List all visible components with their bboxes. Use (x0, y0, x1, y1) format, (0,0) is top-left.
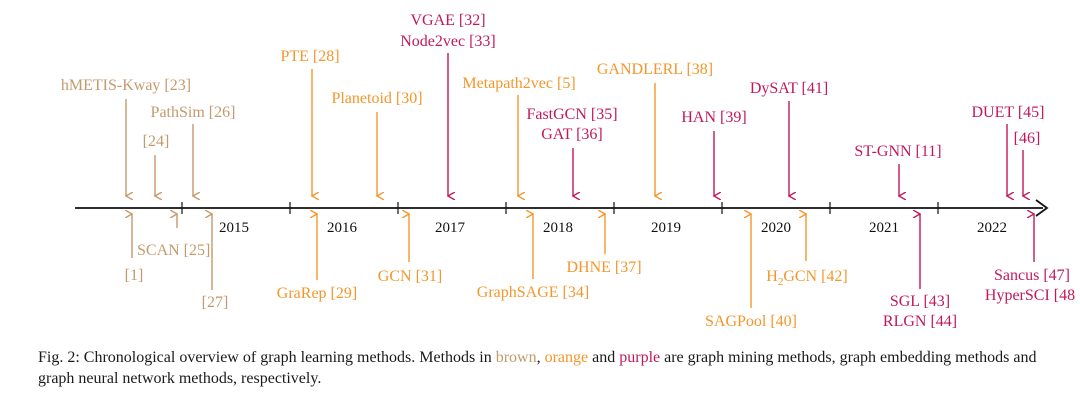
label-grarep: GraRep [29] (277, 285, 357, 302)
h2gcn-rest: GCN [42] (783, 268, 847, 285)
label-fastgcn: FastGCN [35] (526, 106, 617, 123)
year-label-2020: 2020 (761, 220, 791, 236)
label-scan: SCAN [25] (137, 242, 210, 259)
label-pte: PTE [28] (280, 48, 339, 65)
label-node2vec: Node2vec [33] (400, 33, 496, 50)
label-dhne: DHNE [37] (566, 259, 641, 276)
label-ref46: [46] (1014, 130, 1041, 147)
caption-brown: brown (495, 349, 537, 366)
label-ref24: [24] (143, 133, 170, 150)
label-sgl: SGL [43] (890, 293, 950, 310)
label-vgae: VGAE [32] (410, 12, 485, 29)
year-label-2019: 2019 (651, 220, 681, 236)
label-gat: GAT [36] (541, 126, 602, 143)
label-graphsage: GraphSAGE [34] (477, 284, 589, 301)
label-sancus: Sancus [47] (994, 267, 1070, 284)
label-stgnn: ST-GNN [11] (854, 143, 941, 160)
label-hypersci: HyperSCI [48 (985, 287, 1075, 304)
caption-prefix: Fig. 2: Chronological overview of graph … (38, 349, 496, 366)
label-ref27: [27] (202, 294, 229, 311)
year-label-2017: 2017 (435, 220, 466, 236)
year-label-2016: 2016 (327, 220, 358, 236)
year-label-2015: 2015 (219, 220, 249, 236)
label-sagpool: SAGPool [40] (705, 313, 797, 330)
figure-caption: Fig. 2: Chronological overview of graph … (38, 347, 1048, 389)
label-pathsim: PathSim [26] (151, 104, 236, 121)
label-hmetis: hMETIS-Kway [23] (61, 77, 191, 94)
caption-orange: orange (544, 349, 589, 366)
label-rlgn: RLGN [44] (883, 313, 957, 330)
caption-purple: purple (619, 349, 661, 366)
label-planetoid: Planetoid [30] (331, 90, 422, 107)
h2gcn-subscript: 2 (778, 276, 784, 288)
label-dysat: DySAT [41] (750, 80, 828, 97)
label-ref1: [1] (125, 267, 144, 284)
label-han: HAN [39] (681, 109, 746, 126)
year-label-2022: 2022 (977, 220, 1007, 236)
label-h2gcn: H2GCN [42] (766, 268, 848, 288)
caption-comma: , (536, 349, 545, 366)
h2gcn-h: H (766, 268, 778, 285)
label-gandlerl: GANDLERL [38] (597, 61, 713, 78)
year-label-2018: 2018 (543, 220, 573, 236)
timeline-axis-arrowhead (1035, 199, 1049, 217)
year-label-2021: 2021 (869, 220, 899, 236)
label-metapath2vec: Metapath2vec [5] (462, 75, 575, 92)
caption-and: and (588, 349, 620, 366)
label-gcn: GCN [31] (378, 268, 442, 285)
caption-suffix: are graph mining methods, graph embeddin… (38, 349, 1037, 387)
label-duet: DUET [45] (971, 104, 1044, 121)
